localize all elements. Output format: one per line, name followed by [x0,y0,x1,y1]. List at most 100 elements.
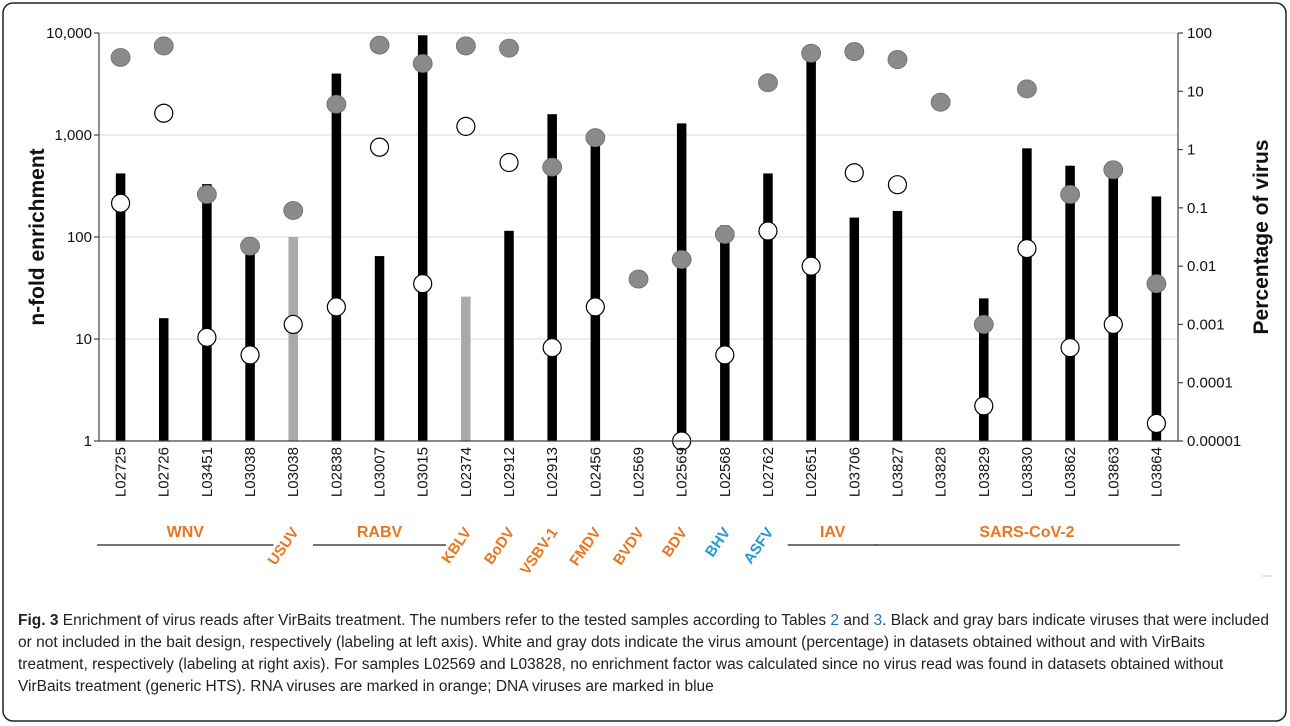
right-tick-label: 0.1 [1187,200,1208,217]
gray-dot [283,201,304,220]
right-tick-label: 0.01 [1187,258,1216,275]
y2-axis-title: Percentage of virus [1250,140,1273,335]
category-label: L03038 [285,447,302,497]
bar [245,244,255,441]
gray-dot [412,54,433,73]
caption-text-1: Enrichment of virus reads after VirBaits… [62,612,831,629]
bar [331,73,342,442]
figure-caption: Fig. 3 Enrichment of virus reads after V… [18,610,1273,698]
category-label: L02569 [631,447,648,497]
category-label: L02725 [113,447,130,497]
gray-dot [758,73,778,93]
category-label: L03863 [1105,447,1122,497]
gray-dot [585,128,606,148]
group-label: BoDV [481,525,518,568]
gray-dot [196,185,217,204]
white-dot [240,345,260,365]
bar [158,318,169,441]
category-label: L03451 [199,447,216,497]
bar [806,50,816,441]
gray-dot [1103,160,1124,180]
caption-text-2: and [839,612,874,629]
white-dot [801,256,821,276]
bar [1065,165,1075,441]
left-tick-label: 10 [75,331,92,348]
bar [979,298,989,441]
category-label: L03015 [415,447,432,497]
bar [115,173,126,441]
gray-dot [153,36,174,56]
white-dot [974,396,994,416]
gray-dot [1060,185,1080,204]
category-label: L03830 [1019,447,1036,497]
bar [763,173,773,441]
category-label: L02912 [501,447,518,497]
dots [110,35,1167,451]
caption-table-ref-2[interactable]: 3 [873,612,883,629]
bar [676,123,687,441]
category-label: L03829 [976,447,993,497]
category-label: L03038 [242,447,259,497]
white-dot [326,297,346,317]
group-label: SARS-CoV-2 [979,524,1074,541]
gray-dot [1146,274,1167,294]
category-label: L02456 [587,447,604,497]
gray-dot [542,157,563,177]
white-dot [585,297,605,317]
group-label: USUV [265,525,303,569]
white-dot [844,163,864,183]
left-tick-label: 1 [84,433,92,450]
white-dot [110,193,131,213]
category-label: L03862 [1062,447,1079,497]
group-label: RABV [357,524,403,541]
white-dot [887,175,908,195]
white-dot [456,116,476,136]
category-label: L03828 [933,447,950,497]
white-dot [1103,314,1123,335]
right-tick-label: 100 [1187,25,1212,42]
white-dot [413,274,433,294]
group-label: ASFV [740,525,777,568]
gray-dot [930,92,951,112]
category-label: L02762 [760,447,777,497]
category-label: L02568 [717,447,734,497]
gray-dot [714,225,735,244]
category-label: L02651 [803,447,820,497]
bar [1022,148,1032,441]
gray-dot [369,35,390,55]
white-dot [715,345,735,365]
white-dot [758,221,778,241]
right-tick-label: 1 [1187,142,1195,159]
bar [892,210,903,441]
category-label: L02726 [156,447,173,497]
category-label: L02913 [544,447,561,497]
axes [94,32,1183,442]
gray-dot [455,36,476,56]
caption-table-ref-1[interactable]: 2 [830,612,840,629]
gray-dot [499,38,519,58]
gray-dot [326,94,347,114]
gray-dot [671,250,692,269]
right-tick-label: 10 [1187,83,1204,100]
gray-dot [1017,79,1037,99]
caption-text-3: . Black and gray bars indicate viruses t… [18,612,1269,695]
white-dot [197,327,217,347]
labels: 1 10 100 1,000 10,000 0.00001 0.0001 0.001 0.01 0… [26,25,1273,578]
left-tick-label: 100 [67,229,92,246]
white-dot [542,338,562,358]
gray-dot [887,50,908,69]
white-dot [1017,238,1037,259]
category-label: L02374 [458,447,475,497]
category-label: L02569 [674,447,691,497]
gray-dot [801,43,822,63]
group-label: KBLV [438,525,475,567]
white-dot [283,314,303,335]
bar [288,237,298,441]
bar [547,114,557,442]
group-label: FMDV [566,525,604,570]
bar [720,225,730,441]
left-tick-label: 10,000 [46,25,92,42]
bar [374,256,385,441]
